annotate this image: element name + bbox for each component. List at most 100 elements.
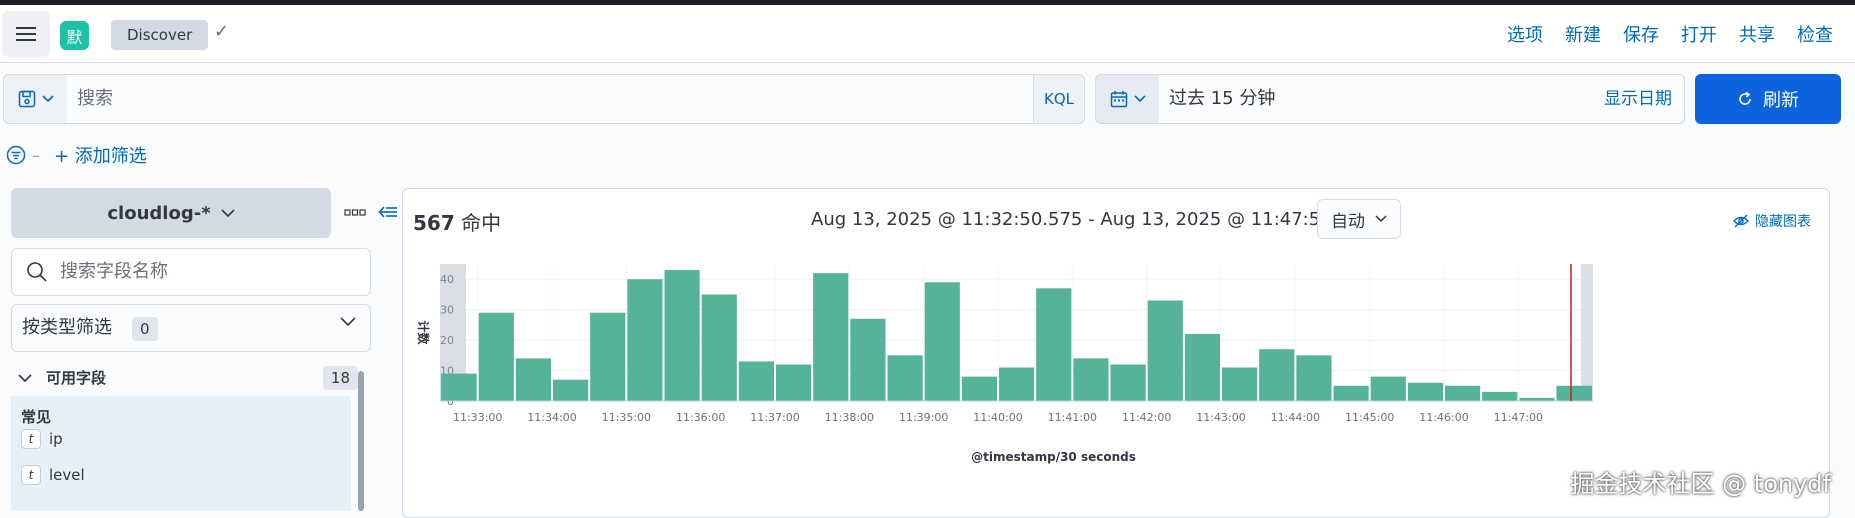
collapse-sidebar-icon[interactable] [378,204,398,220]
histogram-bar [590,312,626,401]
x-tick-label: 11:40:00 [973,411,1022,424]
histogram-bar [813,273,849,401]
top-border [0,0,1855,5]
histogram-bar [1556,385,1592,401]
menu-toggle-button[interactable] [2,11,50,57]
type-filter-button[interactable]: 按类型筛选 0 [11,304,371,352]
histogram-bar [441,373,477,401]
histogram-bar [1110,364,1146,401]
x-axis-title: @timestamp/30 seconds [971,450,1136,464]
menu-item-open[interactable]: 打开 [1681,25,1717,46]
histogram-bar [664,270,700,401]
histogram-bar [1036,288,1072,401]
field-search-input[interactable]: 搜索字段名称 [11,248,371,296]
field-item-level[interactable]: t level [21,464,85,486]
y-tick-label: 40 [440,273,454,286]
date-range-field[interactable]: 过去 15 分钟 显示日期 [1159,74,1685,124]
breadcrumb-label: Discover [127,26,193,44]
time-range-text: Aug 13, 2025 @ 11:32:50.575 - Aug 13, 20… [811,209,1372,230]
chevron-down-icon [41,95,54,103]
hits-label: 命中 [461,211,502,235]
x-tick-label: 11:33:00 [453,411,502,424]
type-filter-label: 按类型筛选 [22,317,112,338]
histogram-bar [924,282,960,401]
common-fields-group: 常见 t ip t level [11,396,351,511]
refresh-label: 刷新 [1763,90,1799,111]
interval-select[interactable]: 自动 [1317,199,1401,239]
check-icon: ✓ [214,21,230,42]
x-tick-label: 11:34:00 [527,411,576,424]
refresh-button[interactable]: 刷新 [1695,74,1841,124]
out-of-range-end [1581,264,1593,401]
menu-item-options[interactable]: 选项 [1507,25,1543,46]
field-item-ip[interactable]: t ip [21,428,63,450]
filter-icon[interactable] [6,145,26,165]
query-language-button[interactable]: KQL [1033,74,1085,124]
menu-item-inspect[interactable]: 检查 [1797,25,1833,46]
hits-count: 567 [413,211,455,235]
histogram-bar [701,294,737,401]
x-tick-label: 11:41:00 [1048,411,1097,424]
show-dates-link[interactable]: 显示日期 [1604,89,1672,109]
breadcrumb[interactable]: Discover [111,20,209,50]
saved-query-button[interactable] [3,74,67,124]
chevron-down-icon [18,374,32,383]
menu-item-share[interactable]: 共享 [1739,25,1775,46]
date-range-value: 过去 15 分钟 [1169,88,1276,109]
search-icon [27,262,47,282]
histogram-bar [1482,391,1518,401]
y-axis-title: 计数 [416,320,431,345]
chevron-down-icon [1133,95,1146,103]
top-nav-menu: 选项 新建 保存 打开 共享 检查 [1507,5,1855,63]
add-filter-button[interactable]: + 添加筛选 [54,146,147,167]
histogram-bar [1147,300,1183,401]
histogram-bar [776,364,812,401]
histogram-chart: 01020304011:33:0011:34:0011:35:0011:36:0… [416,264,1593,464]
histogram-bar [1445,385,1481,401]
histogram-bar [1184,334,1221,401]
available-fields-count: 18 [322,366,358,390]
x-tick-label: 11:47:00 [1494,411,1543,424]
watermark: 掘金技术社区 @ tonydf [1570,470,1831,498]
query-bar: 搜索 KQL 过去 15 分钟 显示日期 刷新 [0,74,1855,126]
save-icon [18,90,35,108]
x-tick-label: 11:44:00 [1271,411,1320,424]
field-name: level [49,466,85,484]
sidebar-actions [344,204,398,220]
menu-item-save[interactable]: 保存 [1623,25,1659,46]
x-tick-label: 11:35:00 [602,411,651,424]
histogram-bar [515,358,552,401]
histogram-bar [1333,385,1369,401]
available-fields-header[interactable]: 可用字段 18 [18,364,358,392]
sidebar-scrollbar[interactable] [358,371,364,511]
x-tick-label: 11:46:00 [1419,411,1468,424]
x-tick-label: 11:42:00 [1122,411,1171,424]
space-avatar-label: 默 [66,27,83,47]
query-language-label: KQL [1044,90,1074,108]
histogram-bar [961,376,998,401]
hits-counter: 567 命中 [413,207,501,236]
histogram-bar [1407,382,1444,401]
field-search-placeholder: 搜索字段名称 [60,261,168,282]
index-pattern-selector[interactable]: cloudlog-* [11,188,331,238]
space-avatar[interactable]: 默 [60,21,89,50]
more-options-icon[interactable] [344,208,366,216]
hide-chart-button[interactable]: 隐藏图表 [1733,211,1811,231]
search-input[interactable]: 搜索 [67,74,1033,124]
histogram-bar [887,355,923,401]
chevron-down-icon [340,317,356,327]
quick-date-menu-button[interactable] [1095,74,1159,124]
histogram-bar [553,379,589,401]
x-tick-label: 11:45:00 [1345,411,1394,424]
histogram-bar [1296,355,1332,401]
filter-dash: – [32,145,40,165]
chevron-down-icon [221,208,235,217]
menu-item-new[interactable]: 新建 [1565,25,1601,46]
results-panel: 567 命中 Aug 13, 2025 @ 11:32:50.575 - Aug… [402,188,1830,518]
histogram-bar [1370,376,1406,401]
histogram-bar [738,361,775,401]
calendar-icon [1110,91,1127,108]
x-tick-label: 11:39:00 [899,411,948,424]
y-tick-label: 30 [440,304,454,317]
x-tick-label: 11:38:00 [825,411,874,424]
